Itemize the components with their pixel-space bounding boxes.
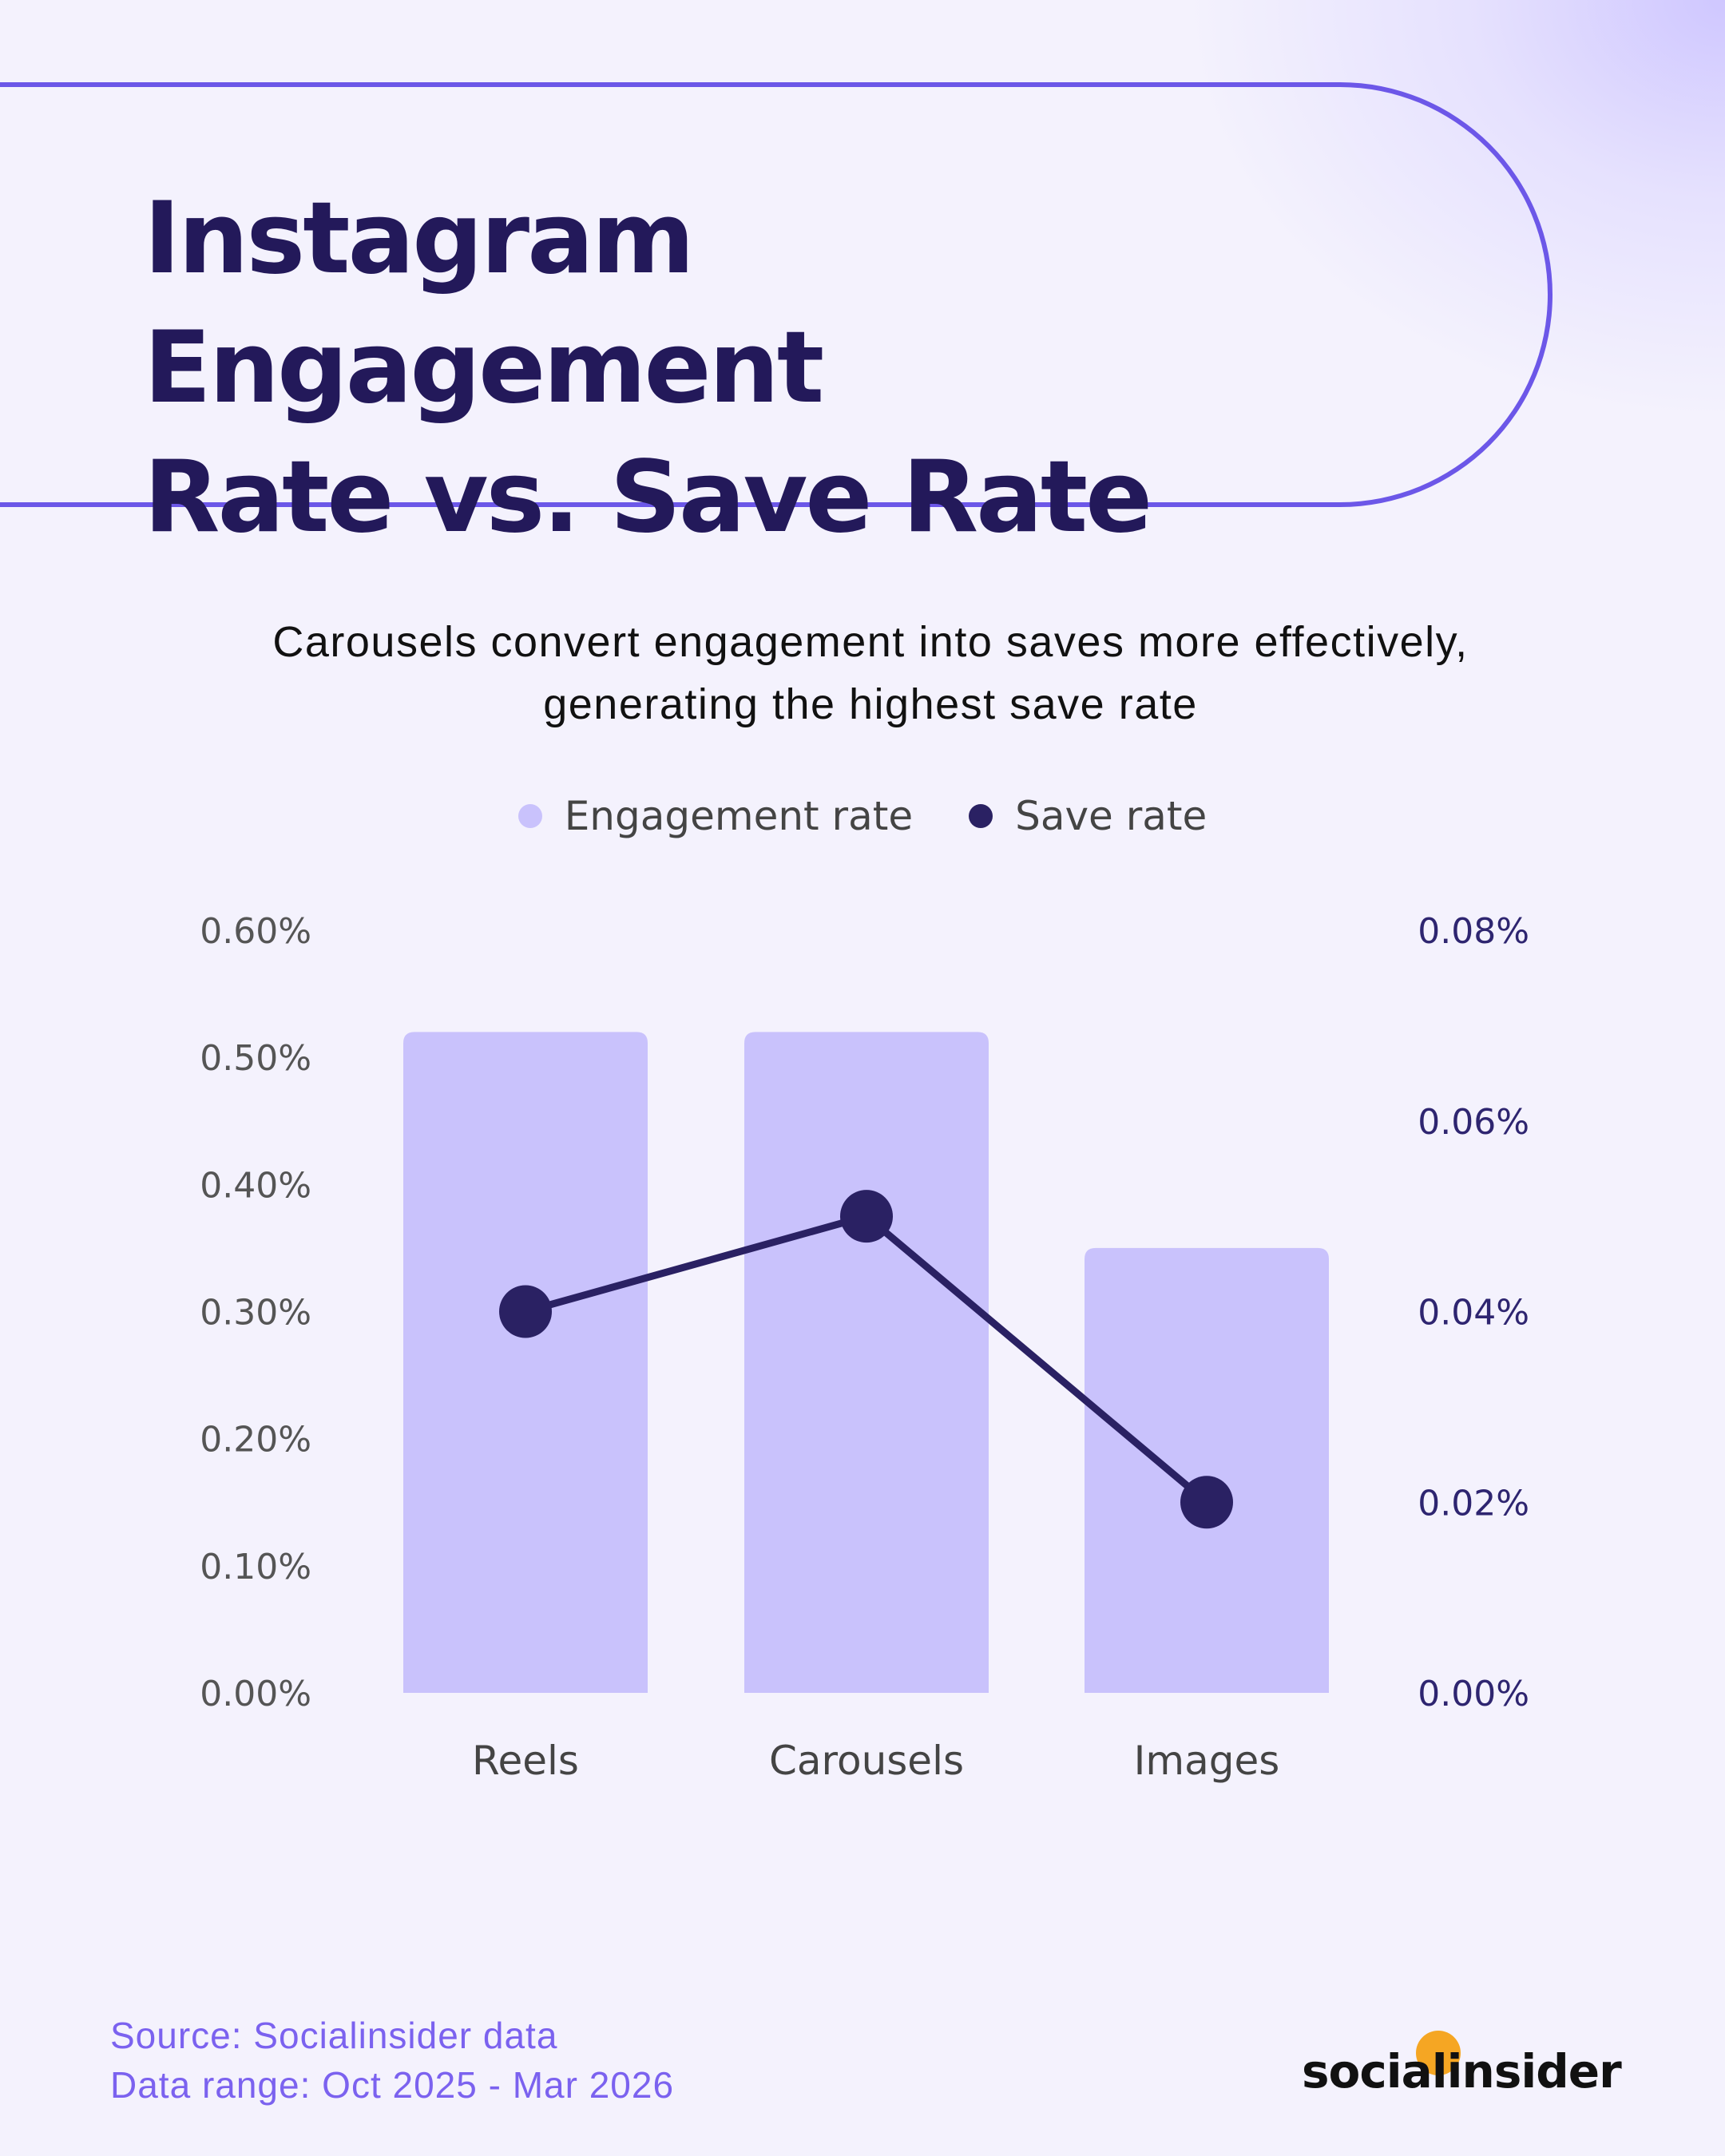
logo-text: socialinsider [1302,2044,1622,2099]
subtitle-line-1: Carousels convert engagement into saves … [272,618,1469,666]
save-rate-point-images [1180,1476,1233,1529]
chart-legend: Engagement rate Save rate [0,793,1725,839]
title-line-2: Rate vs. Save Rate [144,440,1152,555]
left-axis-tick: 0.40% [200,1165,311,1206]
left-axis-tick: 0.50% [200,1038,311,1079]
left-axis-tick: 0.30% [200,1293,311,1334]
date-range-note: Data range: Oct 2025 - Mar 2026 [110,2064,675,2106]
x-axis-label: Images [1134,1738,1280,1784]
page-title: Instagram Engagement Rate vs. Save Rate [144,174,1390,562]
save-rate-point-carousels [840,1190,893,1243]
legend-item-save: Save rate [969,793,1207,839]
legend-swatch-engagement [518,804,542,828]
title-frame [0,82,1552,507]
left-axis-tick: 0.20% [200,1420,311,1460]
right-axis-tick: 0.08% [1418,911,1529,952]
legend-swatch-save [969,804,993,828]
legend-label-save: Save rate [1015,793,1208,839]
legend-label-engagement: Engagement rate [564,793,914,839]
bar-reels [403,1032,648,1693]
chart-subtitle: Carousels convert engagement into saves … [160,611,1581,735]
x-axis-label: Reels [472,1738,579,1784]
left-axis-tick: 0.60% [200,911,311,952]
footer-notes: Source: Socialinsider data Data range: O… [110,2011,674,2110]
right-axis-tick: 0.06% [1418,1102,1529,1143]
source-note: Source: Socialinsider data [110,2015,558,2056]
title-line-1: Instagram Engagement [144,181,824,426]
legend-item-engagement: Engagement rate [518,793,913,839]
bar-images [1085,1247,1329,1693]
right-axis-tick: 0.00% [1418,1674,1529,1714]
x-axis-label: Carousels [769,1738,964,1784]
save-rate-point-reels [499,1285,552,1338]
left-axis-tick: 0.10% [200,1547,311,1587]
left-axis-tick: 0.00% [200,1674,311,1714]
right-axis-tick: 0.04% [1418,1293,1529,1334]
bar-carousels [744,1032,989,1693]
brand-logo: socialinsider [1302,2044,1622,2099]
right-axis-tick: 0.02% [1418,1483,1529,1524]
subtitle-line-2: generating the highest save rate [543,680,1198,728]
logo-dot-icon [1416,2031,1461,2075]
